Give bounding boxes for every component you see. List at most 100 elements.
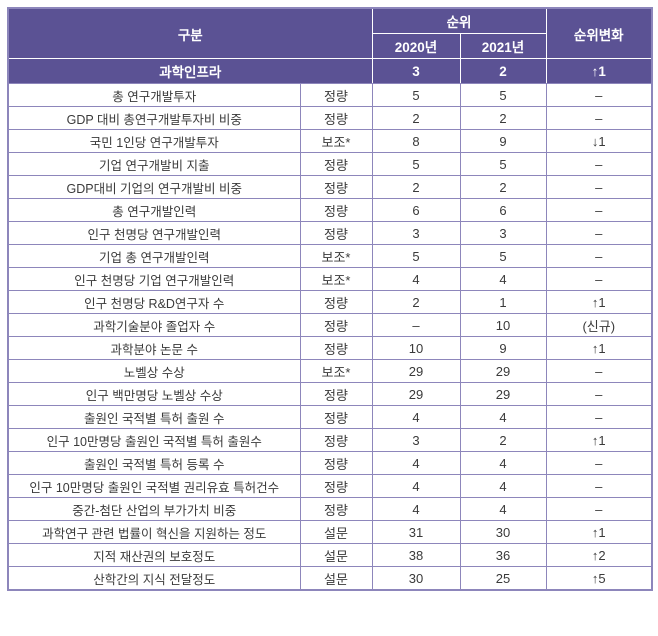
rank-2020: 6: [371, 198, 461, 222]
rank-2020: 30: [371, 566, 461, 591]
indicator-type: 보조*: [299, 244, 373, 268]
table-row: GDP 대비 총연구개발투자비 비중 정량 2 2–: [7, 106, 653, 130]
indicator-type: 정량: [299, 221, 373, 245]
table-row: 인구 천명당 기업 연구개발인력 보조* 4 4–: [7, 267, 653, 291]
rank-2021: 36: [459, 543, 547, 567]
indicator-name: 인구 천명당 연구개발인력: [7, 221, 301, 245]
table-row: 출원인 국적별 특허 출원 수 정량 4 4–: [7, 405, 653, 429]
indicator-name: 인구 10만명당 출원인 국적별 권리유효 특허건수: [7, 474, 301, 498]
indicator-name: 총 연구개발인력: [7, 198, 301, 222]
indicator-type: 정량: [299, 106, 373, 130]
table-row: 인구 10만명당 출원인 국적별 권리유효 특허건수 정량 4 4–: [7, 474, 653, 498]
rank-2021: 5: [459, 152, 547, 176]
table-row: 인구 천명당 R&D연구자 수 정량 2 1 ↑1: [7, 290, 653, 314]
rank-2020: –: [371, 313, 461, 337]
indicator-type: 정량: [299, 198, 373, 222]
rank-2021: 5: [459, 83, 547, 107]
rank-change: –: [545, 405, 653, 429]
rank-change: ↑1: [545, 520, 653, 544]
table-row: 산학간의 지식 전달정도 설문 30 25 ↑5: [7, 566, 653, 591]
category-rank-2021: 2: [459, 58, 547, 84]
table-row: 과학분야 논문 수 정량 10 9 ↑1: [7, 336, 653, 360]
indicator-type: 정량: [299, 152, 373, 176]
rank-change: ↑1: [545, 336, 653, 360]
indicator-type: 보조*: [299, 129, 373, 153]
rank-2020: 4: [371, 267, 461, 291]
rank-2020: 4: [371, 474, 461, 498]
rank-2021: 9: [459, 129, 547, 153]
rank-2020: 5: [371, 152, 461, 176]
rank-2021: 2: [459, 106, 547, 130]
header-rank-change: 순위변화: [545, 7, 653, 59]
rank-2021: 1: [459, 290, 547, 314]
rank-2020: 2: [371, 175, 461, 199]
rank-2021: 6: [459, 198, 547, 222]
table-row: 총 연구개발인력 정량 6 6–: [7, 198, 653, 222]
table-row: 인구 백만명당 노벨상 수상 정량 29 29–: [7, 382, 653, 406]
header-category: 구분: [7, 7, 373, 59]
rank-change: –: [545, 382, 653, 406]
rank-2020: 8: [371, 129, 461, 153]
rank-change: ↑2: [545, 543, 653, 567]
indicator-type: 설문: [299, 543, 373, 567]
indicator-name: 인구 천명당 기업 연구개발인력: [7, 267, 301, 291]
science-infrastructure-ranking-table: 구분 순위 순위변화 2020년 2021년 과학인프라 3 2 ↑1 총 연구…: [7, 7, 653, 591]
indicator-type: 정량: [299, 451, 373, 475]
rank-change: (신규): [545, 313, 653, 337]
indicator-name: 과학기술분야 졸업자 수: [7, 313, 301, 337]
table-body: 총 연구개발투자 정량 5 5– GDP 대비 총연구개발투자비 비중 정량 2 2– 국민 1…: [7, 83, 653, 591]
rank-2021: 4: [459, 267, 547, 291]
indicator-type: 정량: [299, 428, 373, 452]
rank-2021: 30: [459, 520, 547, 544]
indicator-name: 인구 백만명당 노벨상 수상: [7, 382, 301, 406]
rank-2021: 2: [459, 175, 547, 199]
rank-2020: 4: [371, 451, 461, 475]
rank-2020: 29: [371, 382, 461, 406]
indicator-name: 과학분야 논문 수: [7, 336, 301, 360]
indicator-name: GDP대비 기업의 연구개발비 비중: [7, 175, 301, 199]
indicator-type: 설문: [299, 520, 373, 544]
table-row: 출원인 국적별 특허 등록 수 정량 4 4–: [7, 451, 653, 475]
rank-2020: 10: [371, 336, 461, 360]
indicator-name: 기업 연구개발비 지출: [7, 152, 301, 176]
indicator-type: 정량: [299, 83, 373, 107]
rank-2020: 4: [371, 405, 461, 429]
page: 구분 순위 순위변화 2020년 2021년 과학인프라 3 2 ↑1 총 연구…: [7, 7, 653, 591]
indicator-type: 정량: [299, 405, 373, 429]
indicator-type: 보조*: [299, 359, 373, 383]
category-rank-change: ↑1: [545, 58, 653, 84]
table-row: 국민 1인당 연구개발투자 보조* 8 9 ↓1: [7, 129, 653, 153]
indicator-name: GDP 대비 총연구개발투자비 비중: [7, 106, 301, 130]
rank-2021: 29: [459, 359, 547, 383]
rank-change: –: [545, 83, 653, 107]
rank-change: –: [545, 451, 653, 475]
header-rank-group: 순위: [371, 7, 547, 34]
rank-change: –: [545, 267, 653, 291]
rank-2020: 2: [371, 106, 461, 130]
rank-change: ↑1: [545, 428, 653, 452]
table-row: GDP대비 기업의 연구개발비 비중 정량 2 2–: [7, 175, 653, 199]
rank-2020: 5: [371, 83, 461, 107]
rank-2021: 10: [459, 313, 547, 337]
table-row: 과학연구 관련 법률이 혁신을 지원하는 정도 설문 31 30 ↑1: [7, 520, 653, 544]
indicator-name: 중간-첨단 산업의 부가가치 비중: [7, 497, 301, 521]
indicator-name: 출원인 국적별 특허 출원 수: [7, 405, 301, 429]
indicator-name: 출원인 국적별 특허 등록 수: [7, 451, 301, 475]
rank-change: –: [545, 359, 653, 383]
rank-change: –: [545, 474, 653, 498]
rank-2020: 38: [371, 543, 461, 567]
rank-2021: 2: [459, 428, 547, 452]
rank-2021: 25: [459, 566, 547, 591]
indicator-name: 지적 재산권의 보호정도: [7, 543, 301, 567]
indicator-type: 설문: [299, 566, 373, 591]
rank-change: ↑1: [545, 290, 653, 314]
rank-change: –: [545, 152, 653, 176]
category-name: 과학인프라: [7, 58, 373, 84]
table-row: 기업 총 연구개발인력 보조* 5 5–: [7, 244, 653, 268]
indicator-type: 정량: [299, 313, 373, 337]
indicator-type: 정량: [299, 175, 373, 199]
header-row-years: 2020년 2021년: [8, 33, 652, 59]
indicator-name: 인구 10만명당 출원인 국적별 특허 출원수: [7, 428, 301, 452]
indicator-type: 정량: [299, 336, 373, 360]
indicator-name: 국민 1인당 연구개발투자: [7, 129, 301, 153]
